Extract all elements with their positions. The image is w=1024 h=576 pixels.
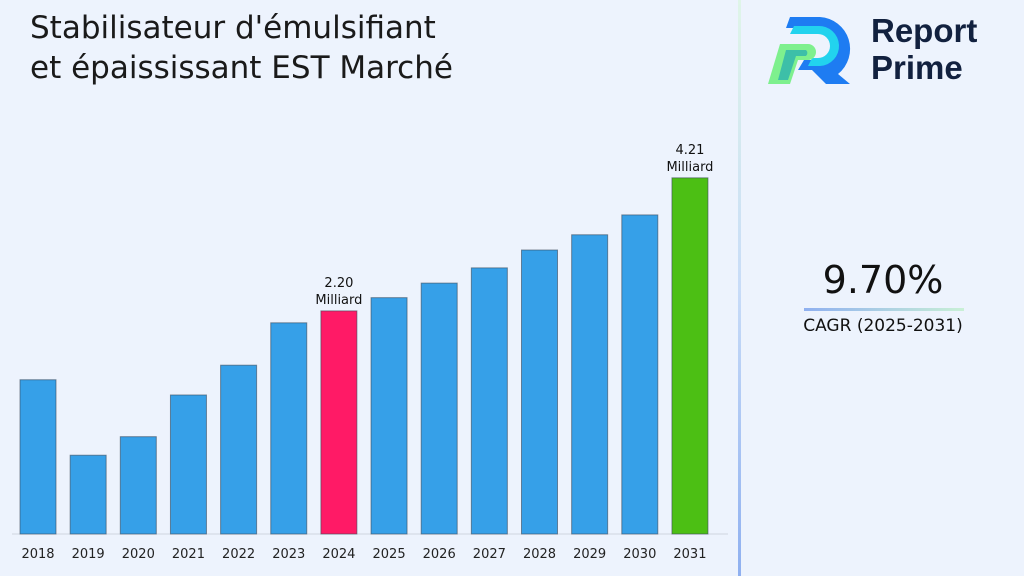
x-tick-2020: 2020: [122, 547, 155, 562]
x-tick-2024: 2024: [322, 547, 355, 562]
cagr-value: 9.70%: [822, 258, 944, 302]
x-tick-2025: 2025: [373, 547, 406, 562]
data-label-value-2031: 4.21: [675, 143, 704, 158]
bar-2023: [270, 322, 308, 535]
x-tick-2021: 2021: [172, 547, 205, 562]
cagr-underline: [804, 308, 964, 311]
bar-2018: [19, 379, 57, 535]
x-tick-2022: 2022: [222, 547, 255, 562]
x-tick-2030: 2030: [623, 547, 656, 562]
bar-2022: [220, 364, 258, 535]
bar-2030: [621, 214, 659, 535]
bar-2021: [169, 394, 207, 535]
x-tick-2019: 2019: [72, 547, 105, 562]
bar-2024: [320, 310, 358, 535]
data-label-value-2024: 2.20: [324, 276, 353, 291]
x-tick-2028: 2028: [523, 547, 556, 562]
chart-title: Stabilisateur d'émulsifiant et épaississ…: [30, 10, 453, 86]
data-label-unit-2024: Milliard: [315, 293, 362, 308]
bar-2027: [470, 267, 508, 535]
divider: [738, 0, 741, 576]
bar-2025: [370, 297, 408, 535]
report-prime-logo-icon: [768, 17, 851, 84]
bar-2028: [521, 249, 558, 535]
bar-2031: [671, 177, 709, 535]
x-tick-2027: 2027: [473, 547, 506, 562]
bar-2019: [69, 454, 107, 535]
bar-chart: 2018 2019 2020 2021 2022 2023 2024 2.20 Milliard…: [12, 143, 728, 562]
cagr-label: CAGR (2025-2031): [803, 316, 963, 336]
bar-2020: [119, 436, 157, 535]
x-tick-2018: 2018: [21, 547, 54, 562]
x-tick-2023: 2023: [272, 547, 305, 562]
x-tick-2031: 2031: [673, 547, 706, 562]
brand-name: Report Prime: [871, 12, 977, 86]
brand-line-1: Report: [871, 12, 978, 49]
bar-2029: [571, 234, 609, 535]
brand-line-2: Prime: [871, 49, 963, 86]
x-tick-2029: 2029: [573, 547, 606, 562]
bar-2026: [420, 282, 458, 535]
data-label-unit-2031: Milliard: [666, 160, 713, 175]
x-tick-2026: 2026: [423, 547, 456, 562]
